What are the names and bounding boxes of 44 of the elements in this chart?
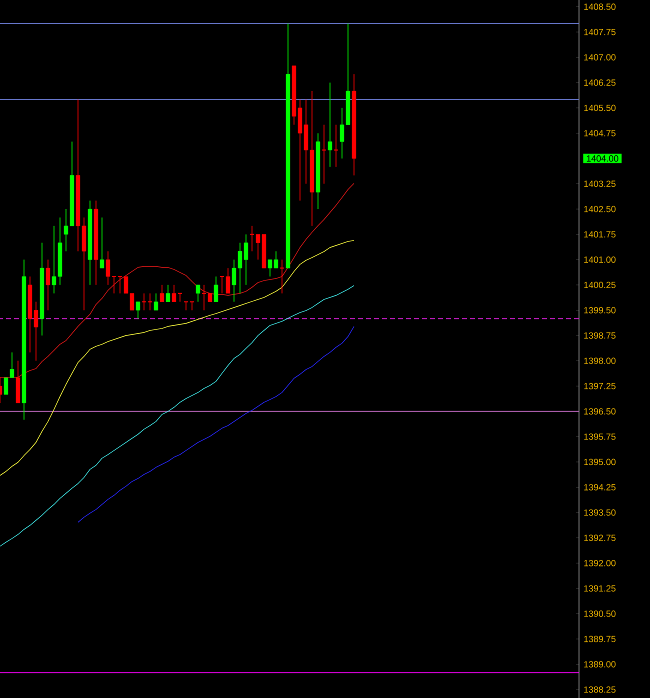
candlestick [136, 301, 140, 320]
candlestick [100, 217, 104, 268]
y-tick-label: 1401.75 [584, 231, 616, 238]
y-tick-label: 1392.00 [584, 560, 616, 566]
y-tick-label: 1407.75 [584, 28, 616, 36]
candlestick [280, 259, 284, 294]
y-tick-label: 1397.25 [584, 382, 616, 390]
y-tick-label: 1406.25 [584, 79, 616, 86]
candlestick [184, 301, 188, 311]
y-tick-label: 1393.50 [584, 509, 616, 516]
candlestick [214, 276, 218, 302]
candlestick [190, 301, 194, 311]
candlestick [160, 284, 164, 302]
y-tick-label: 1396.50 [584, 408, 616, 415]
y-tick-label: 1402.50 [584, 206, 616, 212]
candlestick [142, 292, 146, 311]
y-tick-label: 1392.75 [584, 534, 616, 542]
candlestick [322, 124, 326, 184]
y-tick-label: 1401.00 [584, 256, 616, 263]
y-tick-label: 1399.50 [584, 307, 616, 314]
y-tick-label: 1389.00 [584, 661, 616, 668]
text: 1404.00 [586, 155, 618, 162]
y-tick-label: 1408.50 [584, 4, 616, 10]
y-tick-label: 1389.75 [584, 636, 616, 642]
candlestick [328, 82, 332, 168]
y-tick-label: 1404.75 [584, 130, 616, 136]
candlestick [154, 292, 158, 311]
y-tick-label: 1405.50 [584, 104, 616, 112]
candlestick [166, 284, 170, 302]
y-tick-label: 1398.75 [584, 332, 616, 339]
y-tick-label: 1394.25 [584, 484, 616, 490]
candlestick [46, 259, 50, 311]
candlestick [196, 284, 200, 302]
candlestick [148, 292, 152, 311]
y-tick-label: 1403.25 [584, 180, 616, 187]
y-tick-label: 1390.50 [584, 610, 616, 617]
y-tick-label: 1407.00 [584, 54, 616, 60]
y-tick-label: 1388.25 [584, 686, 616, 693]
y-tick-label: 1395.00 [584, 458, 616, 466]
candlestick [334, 124, 338, 168]
y-tick-label: 1400.25 [584, 282, 616, 288]
y-tick-label: 1391.25 [584, 585, 616, 592]
y-tick-label: 1395.75 [584, 433, 616, 440]
y-tick-label: 1398.00 [584, 358, 616, 364]
